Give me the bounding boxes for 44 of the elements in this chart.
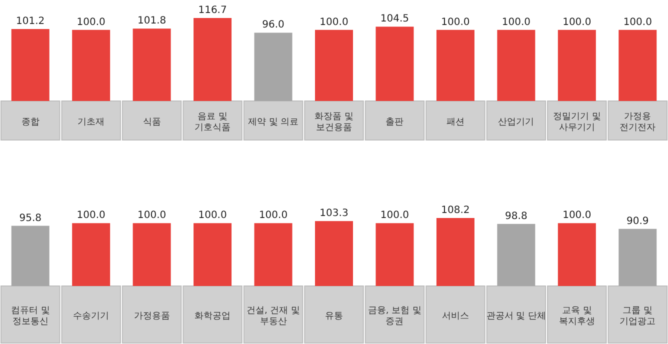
x-tick-label: 가정용 전기전자 [620,112,656,133]
data-label: 100.0 [623,16,652,28]
data-label: 100.0 [502,16,530,28]
x-tick-label: 패션 [446,118,464,128]
x-tick-label: 건설, 건재 및 부동산 [246,306,300,327]
data-label: 116.7 [198,5,227,16]
x-tick-label: 가정용품 [134,312,170,322]
data-label: 101.2 [16,16,45,28]
x-tick-label: 금융, 보험 및 증권 [368,306,422,327]
x-tick-label: 관공서 및 단체 [486,312,546,322]
data-label: 100.0 [562,210,592,222]
data-label: 100.0 [198,210,227,222]
data-label: 95.8 [19,212,42,224]
data-label: 108.2 [441,205,470,216]
data-label: 100.0 [138,210,166,222]
x-tick-label: 컴퓨터 및 정보통신 [10,306,50,327]
x-tick-label: 유통 [325,312,343,322]
x-tick-label: 기초재 [78,118,105,128]
x-tick-label: 산업기기 [498,118,534,128]
x-tick-label: 식품 [142,118,161,128]
data-label: 90.9 [626,216,649,227]
data-label: 100.0 [76,16,106,28]
data-label: 100.0 [320,16,348,28]
x-tick-label: 제약 및 의료 [248,118,299,128]
x-tick-label: 수송기기 [73,312,110,322]
data-label: 104.5 [380,14,410,25]
x-tick-label: 화학공업 [194,312,231,322]
data-label: 103.3 [320,208,348,220]
data-label: 101.8 [138,16,166,27]
data-label: 100.0 [76,210,106,222]
data-label: 98.8 [505,210,528,222]
x-tick-label: 화장품 및 보건용품 [314,112,354,133]
data-label: 100.0 [258,210,288,222]
x-tick-label: 그룹 및 기업광고 [620,306,656,327]
x-tick-label: 서비스 [442,312,469,322]
x-tick-label: 정밀기기 및 사무기기 [552,112,601,133]
x-tick-label: 교육 및 복지후생 [558,306,595,327]
data-label: 100.0 [380,210,410,222]
x-tick-label: 출판 [386,118,404,128]
data-label: 100.0 [441,16,470,28]
x-tick-label: 종합 [21,118,40,128]
data-label: 96.0 [262,20,284,31]
data-label: 100.0 [562,16,592,28]
x-tick-label: 음료 및 기호식품 [194,112,231,133]
